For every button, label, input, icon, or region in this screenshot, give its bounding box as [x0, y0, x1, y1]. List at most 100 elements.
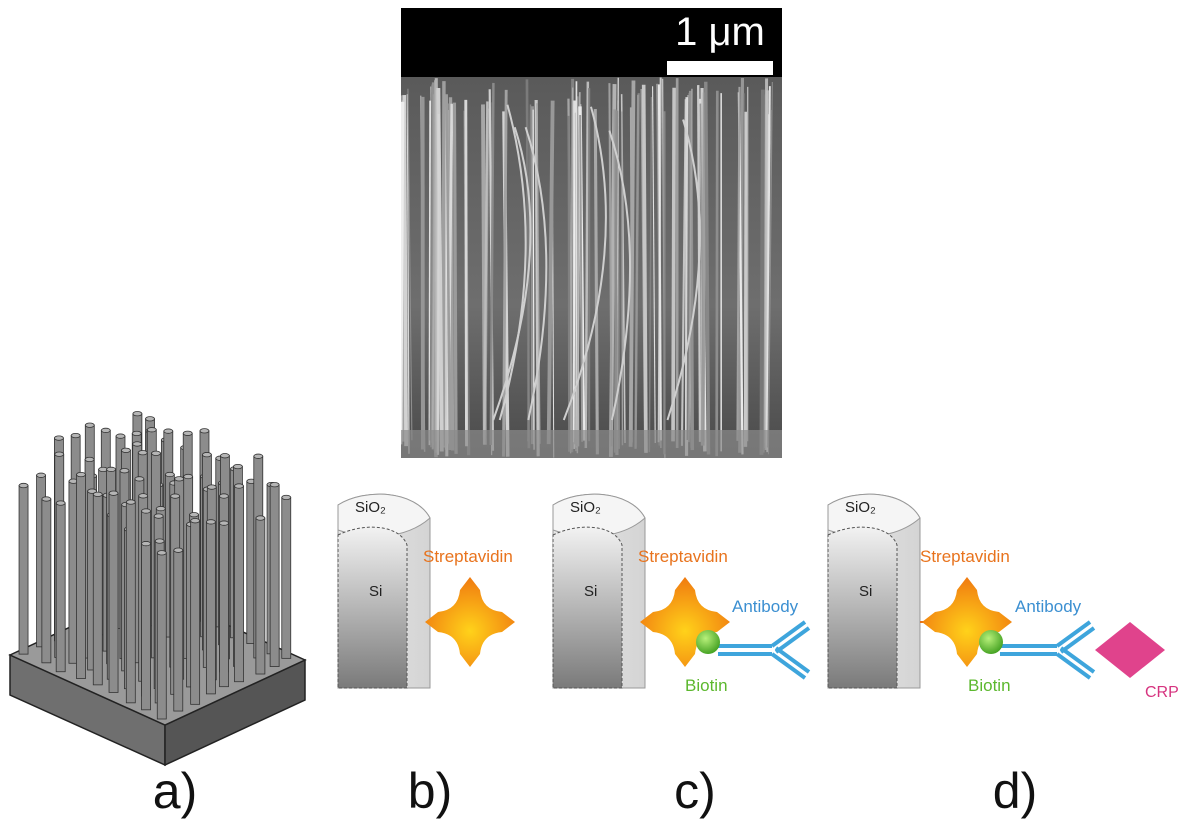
nanowire	[235, 484, 244, 682]
wire-top	[200, 429, 209, 433]
wire-body	[93, 494, 102, 685]
nanowire	[220, 521, 229, 687]
biotin	[979, 630, 1003, 654]
wire-streak	[622, 111, 623, 445]
nanowire	[206, 520, 215, 694]
panel-label: c)	[674, 763, 716, 819]
wire-top	[120, 469, 129, 473]
wire-top	[93, 492, 102, 496]
wire-top	[56, 501, 65, 505]
streptavidin-label: Streptavidin	[920, 547, 1010, 566]
wire-top	[19, 483, 28, 487]
wire-top	[37, 473, 46, 477]
wire-top	[184, 474, 193, 478]
wire-top	[207, 485, 216, 489]
wire-top	[109, 491, 118, 495]
wire-top	[220, 454, 229, 458]
wire-streak	[466, 100, 467, 446]
biotin-label: Biotin	[685, 676, 728, 695]
wire-body	[235, 486, 244, 682]
sem-background	[401, 77, 782, 458]
wire-body	[109, 493, 118, 692]
nanowire	[56, 501, 65, 672]
nanowire	[256, 516, 265, 674]
pillar	[828, 494, 920, 688]
wire-body	[282, 497, 291, 658]
wire-top	[132, 431, 141, 435]
core-label: Si	[859, 583, 872, 600]
scale-label: 1 μm	[675, 10, 765, 54]
wire-streak	[404, 95, 406, 446]
streptavidin	[640, 577, 730, 667]
wire-top	[101, 428, 110, 432]
wire-top	[155, 539, 164, 543]
wire-top	[138, 450, 147, 454]
panel-label: b)	[408, 763, 452, 819]
nanowire	[93, 492, 102, 685]
nanowire	[191, 519, 200, 705]
wire-top	[139, 494, 148, 498]
wire-top	[256, 516, 265, 520]
wire-top	[147, 428, 156, 432]
wire-top	[220, 521, 229, 525]
antibody	[1000, 622, 1094, 678]
wire-top	[107, 467, 116, 471]
sem-image: 1 μm	[397, 8, 782, 458]
wire-top	[85, 457, 94, 461]
wire-top	[175, 477, 184, 481]
wire-top	[156, 506, 165, 510]
wire-streak	[673, 88, 674, 442]
wire-body	[206, 522, 215, 694]
wire-streak	[438, 114, 439, 455]
wire-top	[142, 509, 151, 513]
wire-top	[135, 477, 144, 481]
streptavidin-label: Streptavidin	[638, 547, 728, 566]
wire-top	[54, 436, 63, 440]
core-label: Si	[584, 583, 597, 600]
pillar	[553, 494, 645, 688]
nanowire	[42, 497, 51, 663]
wire-streak	[595, 109, 597, 454]
wire-top	[121, 448, 130, 452]
oxide-label: SiO₂	[570, 499, 601, 516]
panel-b: SiO₂ Si Streptavidin	[338, 494, 515, 688]
wire-top	[133, 442, 142, 446]
nanowire	[76, 472, 85, 678]
streptavidin	[425, 577, 515, 667]
wire-top	[157, 551, 166, 555]
antibody	[718, 622, 809, 678]
wire-top	[183, 431, 192, 435]
oxide-label: SiO₂	[845, 499, 876, 516]
wire-top	[146, 417, 155, 421]
crp	[1095, 622, 1165, 678]
wire-top	[174, 548, 183, 552]
nanowire	[174, 548, 183, 711]
si-core	[338, 527, 407, 688]
panel-label: a)	[153, 763, 197, 819]
wire-top	[71, 433, 80, 437]
wire-top	[202, 452, 211, 456]
nanowire	[109, 491, 118, 692]
streptavidin-label: Streptavidin	[423, 547, 513, 566]
oxide-label: SiO₂	[355, 499, 386, 516]
wire-top	[164, 429, 173, 433]
biotin-label: Biotin	[968, 676, 1011, 695]
panel-c: SiO₂ Si Streptavidin Antibody Biotin	[553, 494, 809, 695]
nanowire	[126, 500, 135, 703]
si-core	[553, 527, 622, 688]
scale-bar	[667, 61, 773, 75]
wire-top	[171, 494, 180, 498]
wire-streak	[644, 85, 646, 453]
wire-streak	[761, 90, 762, 455]
antibody-label: Antibody	[732, 597, 799, 616]
wire-body	[56, 503, 65, 672]
wire-top	[85, 423, 94, 427]
wire-top	[270, 482, 279, 486]
wire-top	[152, 451, 161, 455]
nanowire-array	[10, 411, 305, 765]
wire-top	[126, 500, 135, 504]
wire-body	[142, 544, 151, 710]
wire-body	[191, 521, 200, 705]
wire-top	[154, 514, 163, 518]
wire-top	[42, 497, 51, 501]
